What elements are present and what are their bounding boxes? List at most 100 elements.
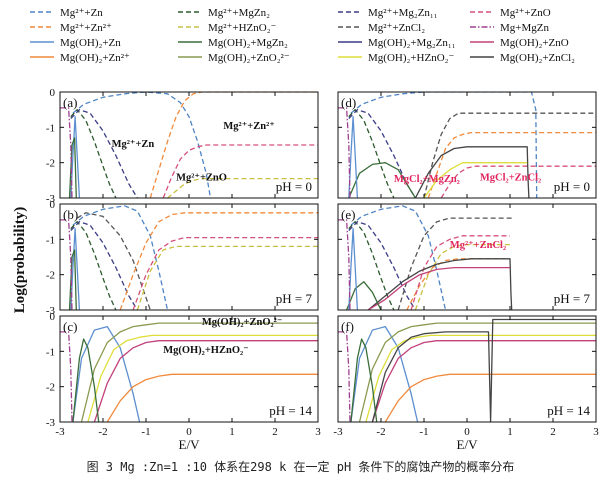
series-line xyxy=(350,338,378,422)
panel-ph-label: pH = 7 xyxy=(276,291,313,306)
x-tick-label: 1 xyxy=(229,426,235,438)
series-line xyxy=(60,107,73,198)
panel-annotation: MgCl₂+MgZn₂ xyxy=(394,174,460,185)
x-tick-label: 3 xyxy=(593,426,599,438)
series-line xyxy=(384,373,596,422)
series-line xyxy=(106,373,318,422)
series-line xyxy=(167,177,318,198)
panel-d: (d) pH = 0 MgCl₂+MgZn₂ MgCl₂+ZnCl₂ xyxy=(337,91,597,199)
y-tick-label: -1 xyxy=(46,122,55,134)
panel-series-group xyxy=(60,205,318,310)
series-line xyxy=(414,243,510,310)
legend-label: Mg(OH)₂+MgZn₂ xyxy=(208,37,288,49)
panel-annotation: Mg(OH)₂+HZnO₂⁻ xyxy=(163,345,249,356)
legend-entry: Mg²⁺+Mg₂Zn₁₁ xyxy=(338,7,438,19)
legend-label: Mg²⁺+Zn²⁺ xyxy=(60,22,112,34)
series-line xyxy=(348,221,416,310)
panel-letter: (f) xyxy=(341,319,354,334)
series-line xyxy=(348,162,416,198)
series-line xyxy=(87,334,318,422)
series-line xyxy=(60,331,73,422)
legend-label: Mg(OH)₂+Zn xyxy=(60,37,121,49)
y-tick-label: -3 xyxy=(46,417,56,429)
series-line xyxy=(371,318,596,422)
legend-entry: Mg²⁺+Zn xyxy=(30,7,103,19)
legend-label: Mg²⁺+Mg₂Zn₁₁ xyxy=(368,7,438,19)
legend-entry: Mg(OH)₂+HZnO₂⁻ xyxy=(338,52,454,64)
legend-label: Mg²⁺+MgZn₂ xyxy=(208,7,270,19)
series-line xyxy=(348,221,395,310)
legend-label: Mg²⁺+HZnO₂⁻ xyxy=(208,22,277,34)
panel-letter: (a) xyxy=(63,95,77,110)
y-tick-label: -3 xyxy=(46,193,56,205)
series-line xyxy=(60,219,73,310)
x-tick-label: -1 xyxy=(419,426,428,438)
y-tick-label: -2 xyxy=(46,158,55,170)
legend-label: Mg(OH)₂+HZnO₂⁻ xyxy=(368,52,454,64)
x-tick-label: -2 xyxy=(98,426,107,438)
series-line xyxy=(367,258,513,310)
series-line xyxy=(406,258,510,310)
panel-ph-label: pH = 14 xyxy=(547,403,590,418)
y-tick-label: -2 xyxy=(46,382,55,394)
panel-annotation: Mg²⁺+Zn²⁺ xyxy=(223,121,274,132)
series-line xyxy=(162,144,318,198)
x-axis-title: E/V xyxy=(457,437,479,452)
x-tick-label: 2 xyxy=(272,426,278,438)
panel-series-group xyxy=(338,205,513,310)
series-line xyxy=(70,109,138,198)
series-line xyxy=(348,109,395,198)
series-line xyxy=(136,245,318,310)
series-line xyxy=(70,221,138,310)
legend-label: Mg(OH)₂+Zn²⁺ xyxy=(60,52,130,64)
series-line xyxy=(414,146,530,198)
series-line xyxy=(72,338,100,422)
panel-f: -3 -2 -1 0 1 2 3 E/V (f) pH = 14 xyxy=(333,315,599,452)
series-line xyxy=(70,109,117,198)
panel-annotation: Mg(OH)₂+ZnO₂²⁻ xyxy=(202,317,282,328)
legend-label: Mg+MgZn xyxy=(500,22,549,34)
chart-svg: Mg²⁺+Zn Mg²⁺+MgZn₂ Mg²⁺+Mg₂Zn₁₁ Mg²⁺+ZnO Mg²… xyxy=(12,7,599,452)
series-line xyxy=(72,205,169,310)
legend-entry: Mg(OH)₂+Mg₂Zn₁₁ xyxy=(338,37,456,49)
legend-entry: Mg²⁺+HZnO₂⁻ xyxy=(178,22,277,34)
legend-entry: Mg(OH)₂+Zn xyxy=(30,37,121,49)
series-line xyxy=(345,281,382,310)
legend-entry: Mg²⁺+Zn²⁺ xyxy=(30,22,112,34)
series-line xyxy=(70,116,81,198)
series-line xyxy=(358,322,596,422)
legend-entry: Mg(OH)₂+ZnO₂²⁻ xyxy=(178,52,290,64)
series-line xyxy=(72,92,212,198)
panel-annotation: MgCl₂+ZnCl₂ xyxy=(480,172,541,183)
panel-letter: (c) xyxy=(63,319,77,334)
panel-e: (e) pH = 7 Mg²⁺+ZnCl₂ xyxy=(337,203,597,311)
legend-entry: Mg²⁺+MgZn₂ xyxy=(178,7,270,19)
series-line xyxy=(132,236,318,310)
series-line xyxy=(365,334,596,422)
series-line xyxy=(423,112,596,198)
series-line xyxy=(119,212,318,310)
y-tick-label: 0 xyxy=(50,311,56,323)
series-line xyxy=(427,131,596,198)
x-tick-label: 3 xyxy=(315,426,321,438)
panel-letter: (d) xyxy=(341,95,356,110)
y-tick-label: 0 xyxy=(50,199,56,211)
legend-label: Mg²⁺+ZnO xyxy=(500,7,551,19)
panel-ph-label: pH = 0 xyxy=(554,179,590,194)
series-line xyxy=(76,212,151,310)
legend-label: Mg(OH)₂+ZnO₂²⁻ xyxy=(208,52,290,64)
y-tick-label: 0 xyxy=(50,87,56,99)
x-tick-label: 1 xyxy=(507,426,513,438)
series-line xyxy=(338,331,351,422)
figure-caption: 图 3 Mg :Zn=1 :10 体系在298 k 在一定 pH 条件下的腐蚀产… xyxy=(86,460,515,474)
panel-series-group xyxy=(338,318,596,422)
x-tick-label: 0 xyxy=(186,426,192,438)
x-tick-label: -3 xyxy=(55,426,65,438)
panel-series-group xyxy=(338,92,596,198)
series-line xyxy=(350,92,538,198)
series-line xyxy=(348,116,359,198)
x-tick-label: 2 xyxy=(550,426,556,438)
panel-a: 0 -1 -2 -3 (a) pH = 0 Mg²⁺+Zn²⁺ Mg²⁺+Zn Mg²⁺+ZnO xyxy=(46,87,319,205)
legend-entry: Mg²⁺+ZnO xyxy=(470,7,551,19)
series-line xyxy=(423,162,528,198)
